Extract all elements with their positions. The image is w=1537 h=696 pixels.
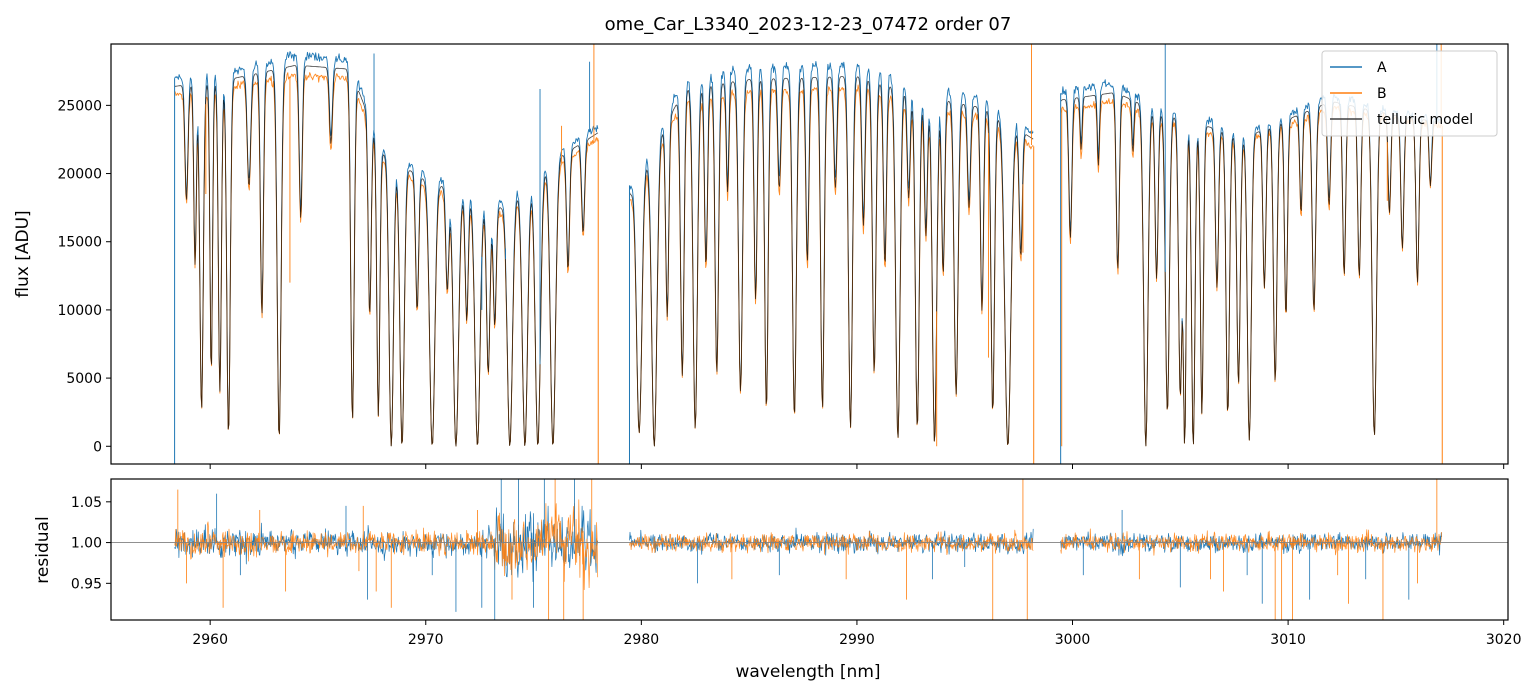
legend-label-b: B xyxy=(1377,86,1387,102)
flux-y-tick-label: 20000 xyxy=(57,167,102,183)
residual-axes-frame xyxy=(110,478,1509,621)
flux-x-ticks xyxy=(209,464,1505,469)
residual-plot-area xyxy=(111,479,1508,620)
residual-y-label: residual xyxy=(33,516,53,583)
x-tick-label: 2970 xyxy=(408,632,444,648)
flux-panel: 0 5000 10000 15000 20000 25000 flux [ADU] A B… xyxy=(13,43,1509,469)
x-tick-label: 3010 xyxy=(1270,632,1306,648)
x-tick-label: 3000 xyxy=(1055,632,1091,648)
flux-y-axis: 0 5000 10000 15000 20000 25000 xyxy=(57,98,111,455)
residual-y-tick-label: 1.00 xyxy=(71,536,102,552)
x-tick-label: 2960 xyxy=(192,632,228,648)
residual-y-tick-label: 1.05 xyxy=(71,495,102,511)
telluric-model-line xyxy=(174,65,1442,447)
chart-title: ome_Car_L3340_2023-12-23_07472 order 07 xyxy=(605,14,1012,35)
flux-axes-frame xyxy=(110,43,1509,465)
residual-x-axis: 2960 2970 2980 2990 3000 3010 3020 xyxy=(192,620,1522,648)
flux-y-tick-label: 5000 xyxy=(66,371,102,387)
flux-plot-area xyxy=(174,44,1443,464)
flux-y-tick-label: 10000 xyxy=(57,303,102,319)
flux-y-label: flux [ADU] xyxy=(13,210,33,297)
residual-panel: 0.95 1.00 1.05 2960 2970 2980 2990 3000 3010 302… xyxy=(33,478,1522,648)
residual-b-line xyxy=(174,499,1443,591)
residual-y-tick-label: 0.95 xyxy=(71,576,102,592)
x-tick-label: 2990 xyxy=(839,632,875,648)
flux-y-tick-label: 25000 xyxy=(57,98,102,114)
flux-y-tick-label: 0 xyxy=(93,439,102,455)
x-axis-label: wavelength [nm] xyxy=(735,662,880,682)
x-tick-label: 3020 xyxy=(1486,632,1522,648)
legend-box xyxy=(1321,50,1498,137)
x-tick-label: 2980 xyxy=(624,632,660,648)
residual-y-axis: 0.95 1.00 1.05 xyxy=(71,495,111,592)
legend: A B telluric model xyxy=(1321,50,1498,137)
legend-label-a: A xyxy=(1377,60,1387,76)
legend-label-model: telluric model xyxy=(1377,112,1473,128)
flux-y-tick-label: 15000 xyxy=(57,235,102,251)
